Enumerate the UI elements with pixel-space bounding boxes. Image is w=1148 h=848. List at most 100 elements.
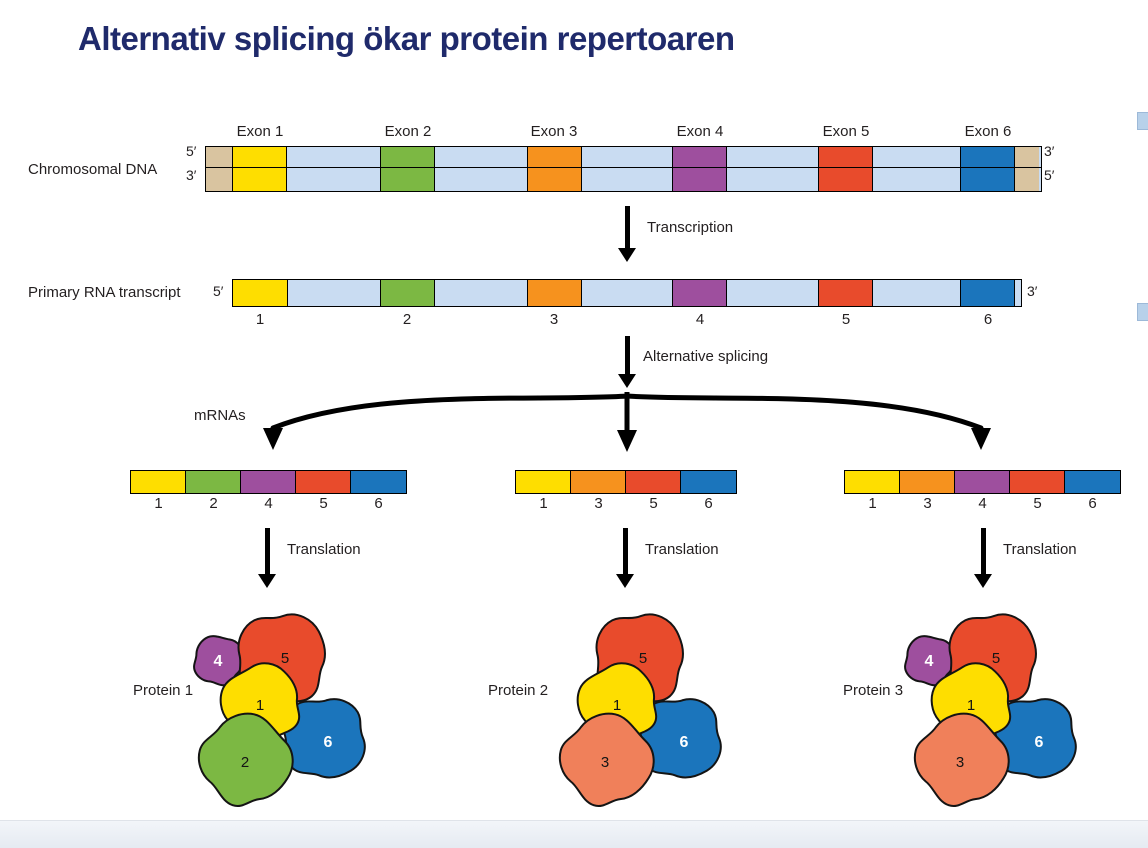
mrna-numbers-1: 1 2 4 5 6 — [131, 495, 406, 512]
subunit-number: 1 — [967, 697, 975, 714]
dna-exon-segment-5 — [818, 147, 873, 191]
subunit-number: 6 — [324, 734, 333, 751]
mrna-numbers-2: 1 3 5 6 — [516, 495, 736, 512]
mrna-segment — [571, 471, 626, 493]
rna-segment-3 — [527, 280, 582, 306]
exon-label: Exon 4 — [676, 123, 724, 140]
primary-rna-bar — [232, 279, 1022, 307]
mrna-segment — [626, 471, 681, 493]
rna-exon-number: 1 — [255, 311, 265, 328]
mrna-bar-1 — [130, 470, 407, 494]
subunit-number: 3 — [956, 754, 964, 771]
transcription-arrow-icon — [618, 206, 636, 262]
chromosomal-dna-bar — [205, 146, 1042, 192]
subunit-number: 5 — [281, 650, 289, 667]
rna-segment-6 — [960, 280, 1015, 306]
mrna-exon-number: 3 — [594, 495, 603, 512]
subunit-number: 4 — [925, 653, 934, 670]
dna-end-segment — [206, 147, 233, 191]
transcription-label: Transcription — [647, 219, 734, 236]
dna-exon-segment-3 — [527, 147, 582, 191]
dna-end-segment — [1014, 147, 1039, 191]
protein-label: Protein 3 — [843, 682, 904, 699]
rna-segment-5 — [818, 280, 873, 306]
translation-arrow-icon — [974, 528, 992, 588]
mrna-segment — [241, 471, 296, 493]
subunit-number: 5 — [639, 650, 647, 667]
mrna-segment — [955, 471, 1010, 493]
exon-label: Exon 2 — [384, 123, 432, 140]
mrna-segment — [351, 471, 406, 493]
dna-exon-segment-2 — [380, 147, 435, 191]
rna-segment-2 — [380, 280, 435, 306]
rna-three-prime: 3′ — [1027, 283, 1038, 299]
mrna-segment — [516, 471, 571, 493]
mrna-exon-number: 1 — [539, 495, 548, 512]
exon-label: Exon 3 — [530, 123, 578, 140]
chromosomal-dna-label: Chromosomal DNA — [28, 161, 158, 178]
translation-arrow-icon — [616, 528, 634, 588]
mrna-segment — [131, 471, 186, 493]
mrna-segment — [900, 471, 955, 493]
translation-arrow-icon — [258, 528, 276, 588]
rna-exon-number: 2 — [402, 311, 412, 328]
mrna-segment — [296, 471, 351, 493]
mrna-segment — [681, 471, 736, 493]
rna-exon-number: 5 — [841, 311, 851, 328]
mrna-exon-number: 4 — [978, 495, 987, 512]
mrna-exon-number: 1 — [154, 495, 163, 512]
mrna-exon-number: 6 — [1088, 495, 1097, 512]
primary-rna-label: Primary RNA transcript — [28, 284, 181, 301]
dna-exon-segment-4 — [672, 147, 727, 191]
dna-strand-divider — [206, 167, 1041, 168]
mrna-segment — [186, 471, 241, 493]
mrna-segment — [1010, 471, 1065, 493]
subunit-number: 1 — [256, 697, 264, 714]
protein-label: Protein 1 — [133, 682, 194, 699]
rna-segment-4 — [672, 280, 727, 306]
mrna-bar-2 — [515, 470, 737, 494]
subunit-number: 4 — [214, 653, 223, 670]
exon-label: Exon 1 — [236, 123, 284, 140]
rna-exon-number: 3 — [549, 311, 559, 328]
rna-five-prime: 5′ — [213, 283, 224, 299]
alternative-splicing-label: Alternative splicing — [643, 348, 769, 365]
dna-five-prime-left: 5′ — [186, 143, 197, 159]
subunit-number: 1 — [613, 697, 621, 714]
mrna-exon-number: 5 — [1033, 495, 1042, 512]
mrna-exon-number: 5 — [319, 495, 328, 512]
mrna-exon-number: 2 — [209, 495, 218, 512]
rna-segment-1 — [233, 280, 288, 306]
mrna-bar-3 — [844, 470, 1121, 494]
mrna-segment — [1065, 471, 1120, 493]
translation-label: Translation — [1003, 541, 1077, 558]
subunit-number: 2 — [241, 754, 249, 771]
mrnas-label: mRNAs — [194, 407, 246, 424]
mrna-exon-number: 1 — [868, 495, 877, 512]
dna-exon-segment-1 — [232, 147, 287, 191]
mrna-exon-number: 6 — [374, 495, 383, 512]
translation-label: Translation — [645, 541, 719, 558]
mrna-exon-number: 3 — [923, 495, 932, 512]
subunit-number: 6 — [680, 734, 689, 751]
exon-label: Exon 5 — [822, 123, 870, 140]
splice-branch-arrows-icon — [263, 392, 991, 452]
mrna-exon-number: 5 — [649, 495, 658, 512]
mrna-exon-number: 6 — [704, 495, 713, 512]
alternative-splicing-arrow-icon — [618, 336, 636, 388]
protein-structure-1: 4 5 6 1 2 — [157, 600, 387, 815]
subunit-number: 3 — [601, 754, 609, 771]
bottom-edge-strip — [0, 820, 1148, 848]
dna-exon-segment-6 — [960, 147, 1015, 191]
mrna-numbers-3: 1 3 4 5 6 — [845, 495, 1120, 512]
dna-three-prime-right: 3′ — [1044, 143, 1055, 159]
vertical-scrollbar-fragment[interactable] — [1137, 112, 1148, 130]
vertical-scrollbar-fragment[interactable] — [1137, 303, 1148, 321]
mrna-exon-number: 4 — [264, 495, 273, 512]
mrna-segment — [845, 471, 900, 493]
dna-three-prime-left: 3′ — [186, 167, 197, 183]
protein-structure-2: 5 6 1 3 — [513, 600, 743, 815]
subunit-number: 6 — [1035, 734, 1044, 751]
protein-label: Protein 2 — [488, 682, 549, 699]
